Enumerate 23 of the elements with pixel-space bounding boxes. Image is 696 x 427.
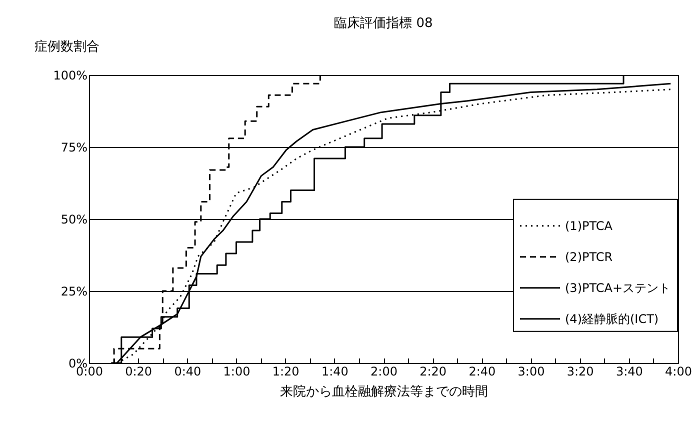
y-axis-title: 症例数割合 [34,40,100,54]
x-tick-label: 1:40 [321,364,348,378]
x-axis-title: 来院から血栓融解療法等までの時間 [280,384,488,400]
y-tick-label: 75% [60,140,88,154]
x-tick-label: 3:00 [518,364,545,378]
legend-label: (1)PTCA [565,218,614,233]
x-tick-label: 2:00 [370,364,398,378]
x-tick-label: 0:40 [174,364,202,378]
y-tick-label: 100% [53,68,88,82]
y-tick-label: 25% [60,284,88,298]
x-tick-label: 0:20 [125,364,152,378]
chart-title: 臨床評価指標 08 [333,15,434,32]
x-tick-label: 1:20 [272,364,300,378]
x-tick-label: 3:40 [616,364,643,378]
x-tick-label: 4:00 [665,364,692,378]
x-tick-label: 2:40 [468,364,496,378]
x-tick-label: 3:20 [566,364,594,378]
legend-label: (2)PTCR [565,250,613,264]
x-tick-label: 1:00 [223,364,250,378]
y-tick-label: 50% [60,212,88,226]
x-tick-label: 2:20 [420,364,447,378]
legend-label: (3)PTCA+ステント [565,280,671,295]
legend-label: (4)経静脈的(ICT) [565,312,659,326]
